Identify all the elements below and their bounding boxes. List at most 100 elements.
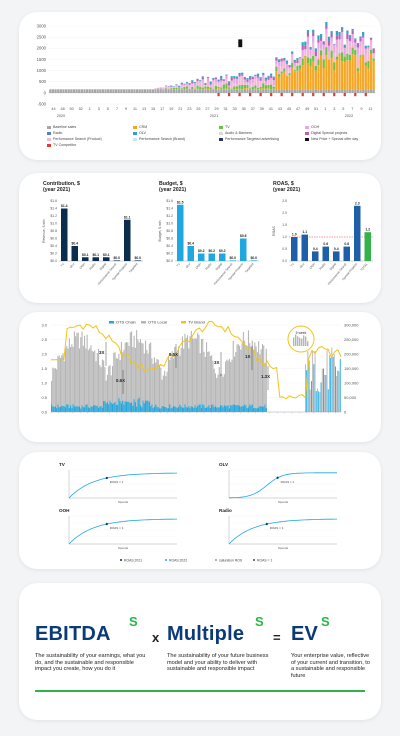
- ots-local-bar: [192, 338, 194, 412]
- ots-local-bar: [136, 330, 138, 412]
- legend-swatch: [47, 137, 51, 141]
- contribution-segment: [214, 79, 218, 82]
- y-tick-label: 3000: [37, 23, 47, 28]
- week-bar-stack: [143, 89, 147, 93]
- contribution-segment: [225, 74, 228, 76]
- ots-local-bar: [104, 367, 106, 412]
- ots-local-bar: [92, 351, 95, 412]
- kpi-bar-value: 1.1: [302, 230, 307, 234]
- ots-chain-bar: [147, 400, 149, 412]
- ots-chain-bar: [71, 408, 73, 412]
- ots-local-bar: [59, 357, 61, 412]
- year-label: 2021: [210, 114, 218, 118]
- ots-chain-bar: [114, 401, 116, 412]
- y-tick-label: $1.0: [166, 222, 173, 226]
- contribution-segment: [325, 28, 328, 34]
- baseline-bar: [333, 89, 336, 93]
- ots-chain-bar: [101, 407, 103, 412]
- ots-local-bar: [237, 344, 239, 412]
- ots-chain-bar: [103, 401, 105, 412]
- ots-chain-bar: [145, 400, 147, 412]
- contribution-segment: [309, 55, 312, 59]
- kpi-bar: [134, 260, 142, 261]
- x-tick-label: 43: [278, 107, 282, 111]
- baseline-bar: [185, 89, 189, 93]
- contribution-segment: [222, 79, 225, 80]
- contribution-segment: [293, 71, 296, 90]
- ots-local-bar: [166, 371, 168, 412]
- baseline-bar: [341, 89, 344, 93]
- baseline-bar: [196, 89, 199, 93]
- contribution-segment: [372, 53, 375, 59]
- kpi-chart-3: ROAS, $(year 2021) 2.5 2.0 1.5 1.0 0.5 0.0 ROAS…: [272, 181, 373, 286]
- kpi-category-label: OLV: [185, 262, 192, 269]
- ots-chain-bar: [233, 404, 236, 412]
- kpi-category-label: Digital: [99, 262, 108, 271]
- baseline-bar: [159, 89, 162, 93]
- contribution-segment: [301, 65, 304, 90]
- kpi-category-label: Digital: [329, 262, 338, 271]
- ots-local-bar: [241, 343, 243, 412]
- response-curve-panel: TV ROAS = 1 Spends: [59, 462, 177, 504]
- baseline-bar: [272, 89, 275, 93]
- baseline-bar: [99, 89, 102, 93]
- contribution-segment: [199, 87, 202, 89]
- ots-local-bar: [117, 358, 119, 412]
- ots-local-bar: [99, 365, 101, 412]
- baseline-bar: [164, 89, 168, 93]
- contribution-segment: [338, 34, 341, 40]
- ots-chain-bar: [105, 403, 107, 412]
- legend-item: Performance Search (Product): [47, 137, 102, 141]
- contribution-segment: [351, 54, 354, 90]
- inset-bar: [303, 335, 305, 346]
- contribution-segment: [191, 84, 194, 88]
- contribution-segment: [277, 60, 281, 63]
- ots-chain-bar: [251, 404, 253, 412]
- week-bar-stack: [80, 89, 83, 93]
- ots-local-bar: [103, 360, 105, 412]
- legend-label: Performance Search (Brand): [139, 137, 185, 141]
- contribution-segment: [301, 45, 304, 50]
- contribution-segment: [162, 87, 165, 89]
- y-tick-label: $0.4: [50, 244, 57, 248]
- kpi-bar-value: $0.1: [103, 253, 110, 257]
- contribution-segment: [259, 81, 262, 88]
- baseline-bar: [254, 89, 257, 93]
- x-tick-label: 13: [142, 107, 146, 111]
- week-bar-stack: [243, 76, 246, 93]
- ots-chain-bar: [129, 403, 131, 412]
- ots-tail-bar: [315, 391, 317, 412]
- ots-local-bar: [145, 340, 147, 412]
- baseline-bar: [175, 89, 178, 93]
- ots-local-bar: [249, 343, 251, 412]
- week-bar-stack: [86, 89, 89, 93]
- contribution-segment: [317, 39, 320, 43]
- roas-marker-label: ROAS = 1: [110, 526, 124, 530]
- ebitda-sup: S: [129, 614, 138, 629]
- contribution-segment: [354, 55, 357, 90]
- ots-chain-bar: [119, 401, 121, 412]
- ots-chain-bar: [111, 404, 114, 412]
- week-bar-stack: [78, 89, 81, 93]
- ots-tail-bar: [320, 382, 322, 412]
- kpi-chart-title: Budget, $: [159, 181, 183, 187]
- contribution-segment: [204, 88, 207, 90]
- week-bar-stack: [351, 28, 354, 93]
- ots-chain-bar: [249, 404, 251, 412]
- kpi-bar-value: $0.2: [219, 249, 226, 253]
- ots-local-bar: [253, 350, 255, 412]
- week-bar-stack: [288, 64, 291, 93]
- tv-competitor-bar: [364, 92, 367, 97]
- baseline-bar: [83, 89, 86, 93]
- ots-local-bar: [124, 342, 126, 412]
- ots-local-bar: [71, 344, 73, 412]
- tv-competitor-bar: [354, 92, 357, 97]
- ots-local-bar: [77, 332, 79, 412]
- ots-chain-bar: [150, 406, 152, 412]
- kpi-bar: [364, 232, 372, 261]
- kpi-bar: [353, 205, 361, 261]
- contribution-segment: [249, 79, 252, 84]
- ots-local-bar: [137, 339, 139, 412]
- ots-local-bar: [250, 346, 252, 412]
- contribution-segment: [364, 48, 367, 54]
